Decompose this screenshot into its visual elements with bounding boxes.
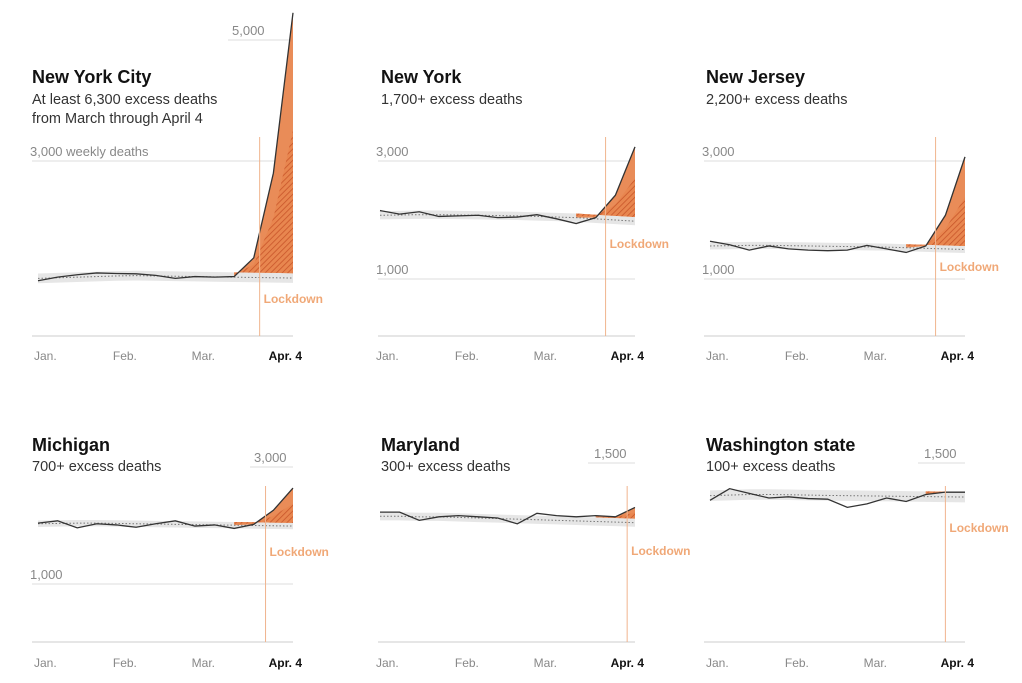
x-tick-label: Feb. [785,349,809,363]
panel-subtitle: 2,200+ excess deaths [706,92,848,108]
x-tick-label: Feb. [455,349,479,363]
excess-hatched-area [595,512,635,519]
x-tick-label-end: Apr. 4 [611,349,645,363]
panel-title: Michigan [32,435,111,455]
y-tick-label: 3,000 weekly deaths [30,144,149,159]
excess-hatched-area [234,503,293,524]
expected-line [37,522,294,527]
panel-title: New York City [32,67,152,87]
x-tick-label-end: Apr. 4 [941,656,975,670]
x-tick-label: Jan. [706,656,729,670]
x-tick-label: Mar. [534,656,557,670]
lockdown-label: Lockdown [940,260,999,274]
y-tick-label: 5,000 [232,23,265,38]
observed-line [380,506,636,525]
x-tick-label: Jan. [706,349,729,363]
lockdown-label: Lockdown [949,521,1008,535]
x-tick-label: Feb. [113,656,137,670]
x-tick-label: Jan. [34,656,57,670]
expected-range-band [710,489,965,503]
lockdown-label: Lockdown [610,237,669,251]
panel-title: Maryland [381,435,461,455]
expected-line [709,244,966,250]
excess-hatched-area [906,196,965,247]
panel-0: 3,000 weekly deaths 5,000 Lockdown Jan. Feb.… [30,12,323,363]
panel-title: Washington state [706,435,856,455]
observed-line [37,487,294,530]
x-tick-label: Jan. [376,656,399,670]
y-tick-label: 3,000 [702,144,735,159]
observed-line [709,156,966,254]
panel-subtitle: At least 6,300 excess deaths from March … [32,92,218,127]
observed-line [379,146,636,225]
panel-1: 1,000 3,000 Lockdown Jan. Feb. Mar. Apr. 4 [376,137,669,363]
expected-line [37,275,294,279]
x-tick-label-end: Apr. 4 [269,349,303,363]
x-tick-label-end: Apr. 4 [269,656,303,670]
expected-line [380,515,636,524]
panel-subtitle: 300+ excess deaths [381,459,511,475]
expected-range-band [710,241,965,254]
lockdown-label: Lockdown [264,292,323,306]
y-tick-label: 3,000 [254,450,287,465]
x-tick-label-end: Apr. 4 [941,349,975,363]
panel-4: 1,500 Lockdown Jan. Feb. Mar. Apr. 4 [376,446,690,670]
y-tick-label: 1,000 [702,262,735,277]
x-tick-label: Jan. [376,349,399,363]
panel-2: 1,000 3,000 Lockdown Jan. Feb. Mar. Apr. 4 [702,137,999,363]
expected-line [379,214,636,222]
x-tick-label: Jan. [34,349,57,363]
observed-line [37,12,294,282]
excess-hatched-area [576,178,635,218]
excess-hatched-area [234,129,293,275]
panel-subtitle: 1,700+ excess deaths [381,92,523,108]
panel-title: New Jersey [706,67,806,87]
x-tick-label: Feb. [113,349,137,363]
x-tick-label: Feb. [455,656,479,670]
x-tick-label: Mar. [864,349,887,363]
panel-3: 1,000 3,000 Lockdown Jan. Feb. Mar. Apr. 4 [30,450,329,670]
x-tick-label: Feb. [785,656,809,670]
y-tick-label: 1,000 [30,567,63,582]
x-tick-label: Mar. [192,349,215,363]
panel-5: 1,500 Lockdown Jan. Feb. Mar. Apr. 4 [704,446,1009,670]
y-tick-label: 1,500 [924,446,957,461]
y-tick-label: 3,000 [376,144,409,159]
lockdown-label: Lockdown [631,544,690,558]
lockdown-label: Lockdown [270,545,329,559]
panel-title: New York [381,67,462,87]
y-tick-label: 1,500 [594,446,627,461]
x-tick-label: Mar. [864,656,887,670]
x-tick-label: Mar. [534,349,557,363]
panel-subtitle: 700+ excess deaths [32,459,162,475]
x-tick-label: Mar. [192,656,215,670]
observed-line [709,487,965,509]
x-tick-label-end: Apr. 4 [611,656,645,670]
expected-range-band [380,512,635,527]
panel-subtitle: 100+ excess deaths [706,459,836,475]
y-tick-label: 1,000 [376,262,409,277]
